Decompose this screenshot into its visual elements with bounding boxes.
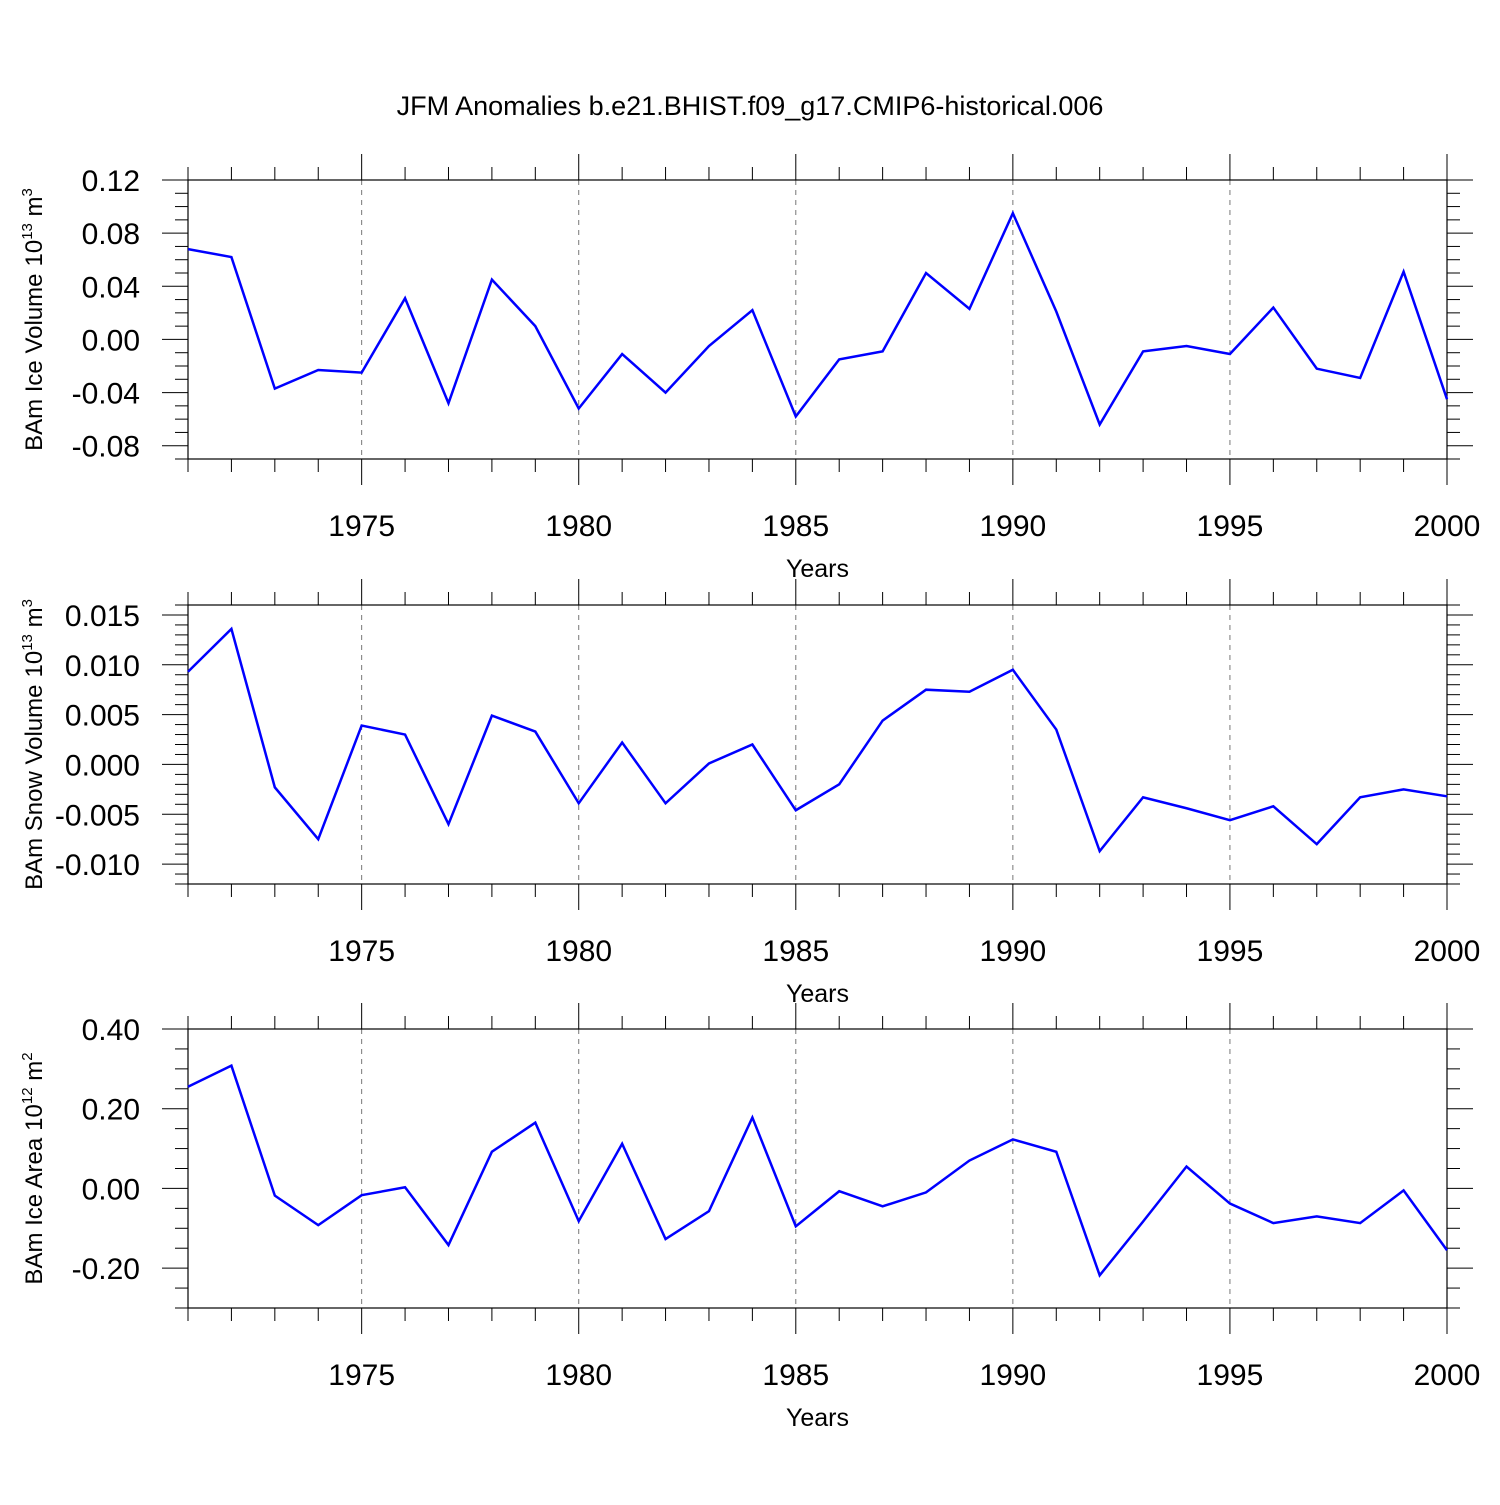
x-tick-label: 1990: [979, 935, 1046, 968]
y-axis-label-part: m: [21, 196, 48, 223]
y-axis-label-part: 10: [21, 651, 48, 678]
y-tick-label: -0.010: [55, 849, 140, 882]
panel-3: 0.40 0.20 0.00 -0.20 1975 1980 1985 1990 1995 200…: [19, 1003, 1480, 1432]
y-tick-label: 0.04: [82, 271, 140, 304]
y-axis-label-part: BAm Ice Area: [21, 1137, 48, 1284]
y-tick-label: 0.20: [82, 1094, 140, 1127]
y-axis-label-part: 10: [21, 240, 48, 267]
x-tick-label: 1995: [1197, 935, 1264, 968]
x-tick-label: 1985: [762, 510, 829, 543]
x-tick-label: 1995: [1197, 510, 1264, 543]
y-axis-label-part: 10: [21, 1104, 48, 1131]
x-tick-label: 2000: [1414, 510, 1481, 543]
y-tick-label: -0.04: [72, 378, 140, 411]
y-axis-label-part: m: [21, 1061, 48, 1088]
x-tick-label: 2000: [1414, 1359, 1481, 1392]
y-tick-label: 0.12: [82, 165, 140, 198]
y-axis-label-part: 3: [19, 188, 36, 196]
series-line: [188, 629, 1447, 851]
y-axis-label-part: 13: [19, 223, 36, 240]
y-axis-label-part: m: [21, 607, 48, 634]
y-tick-label: 0.010: [65, 650, 140, 683]
x-tick-label: 2000: [1414, 935, 1481, 968]
y-axis-label-part: 2: [19, 1052, 36, 1060]
x-tick-label: 1975: [328, 1359, 395, 1392]
x-tick-label: 1990: [979, 1359, 1046, 1392]
y-tick-label: 0.08: [82, 218, 140, 251]
x-tick-label: 1995: [1197, 1359, 1264, 1392]
y-axis-label-part: 13: [19, 634, 36, 651]
plot-frame: [188, 605, 1447, 884]
series-line: [188, 1066, 1447, 1276]
y-axis-label: BAm Snow Volume 1013 m3: [19, 599, 48, 890]
y-tick-label: 0.00: [82, 324, 140, 357]
figure-title: JFM Anomalies b.e21.BHIST.f09_g17.CMIP6-…: [397, 91, 1104, 121]
y-axis-label: BAm Ice Volume 1013 m3: [19, 188, 48, 451]
panel-1: 0.12 0.08 0.04 0.00 -0.04 -0.08 1975 1980 1985 19…: [19, 154, 1480, 583]
x-tick-label: 1980: [545, 1359, 612, 1392]
y-tick-label: 0.00: [82, 1173, 140, 1206]
y-axis-label-part: BAm Ice Volume: [21, 273, 48, 450]
y-axis-label-part: 3: [19, 599, 36, 607]
y-tick-label: -0.08: [72, 431, 140, 464]
y-tick-label: 0.40: [82, 1014, 140, 1047]
x-tick-label: 1980: [545, 510, 612, 543]
y-axis-label: BAm Ice Area 1012 m2: [19, 1052, 48, 1284]
panel-2: 0.015 0.010 0.005 0.000 -0.005 -0.010 1975 1980…: [19, 579, 1480, 1008]
x-tick-label: 1975: [328, 935, 395, 968]
y-axis-label-part: BAm Snow Volume: [21, 684, 48, 889]
x-tick-label: 1980: [545, 935, 612, 968]
series-line: [188, 213, 1447, 424]
plot-frame: [188, 1029, 1447, 1308]
y-tick-label: 0.000: [65, 749, 140, 782]
y-tick-label: 0.015: [65, 600, 140, 633]
x-tick-label: 1990: [979, 510, 1046, 543]
x-axis-label: Years: [786, 1404, 849, 1432]
y-tick-label: -0.005: [55, 799, 140, 832]
y-axis-label-part: 12: [19, 1087, 36, 1104]
x-axis-label: Years: [786, 555, 849, 583]
plot-frame: [188, 180, 1447, 459]
y-tick-label: 0.005: [65, 700, 140, 733]
x-tick-label: 1985: [762, 1359, 829, 1392]
x-tick-label: 1985: [762, 935, 829, 968]
y-tick-label: -0.20: [72, 1253, 140, 1286]
x-tick-label: 1975: [328, 510, 395, 543]
